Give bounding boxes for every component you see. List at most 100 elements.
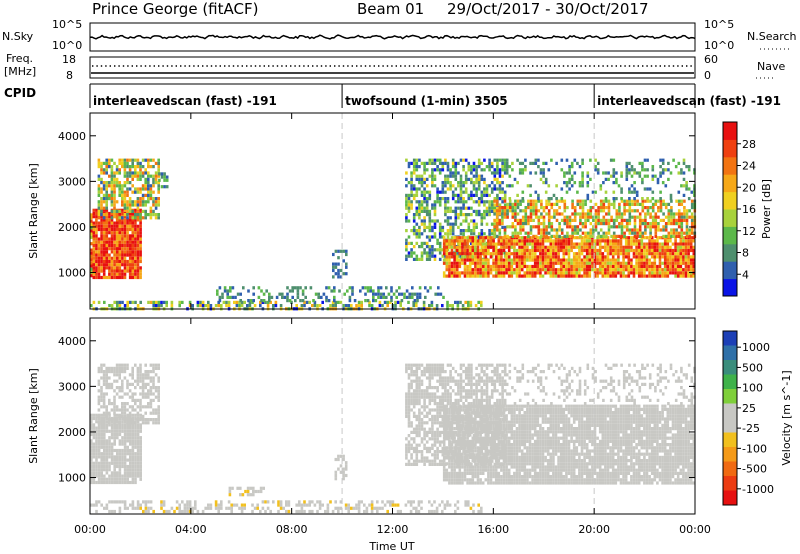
power-cell	[667, 231, 671, 235]
power-cell	[579, 212, 582, 216]
velocity-cell	[100, 503, 103, 507]
power-cell	[498, 187, 502, 191]
power-cell	[559, 239, 563, 243]
power-cell	[653, 255, 657, 259]
velocity-cell	[105, 373, 108, 377]
power-cell	[676, 248, 680, 253]
velocity-cell	[90, 426, 93, 430]
power-cell	[622, 248, 625, 253]
velocity-cell	[121, 389, 124, 393]
power-cell	[154, 171, 158, 175]
power-cell	[650, 239, 654, 243]
power-cell	[131, 165, 134, 169]
power-cell	[128, 158, 132, 162]
power-cell	[115, 272, 119, 276]
power-cell	[90, 304, 93, 308]
power-cell	[511, 222, 515, 226]
power-cell	[650, 236, 654, 240]
power-cell	[100, 221, 103, 225]
power-cell	[606, 255, 610, 259]
power-cell	[480, 197, 484, 201]
power-cell	[483, 200, 486, 204]
power-cell	[433, 254, 437, 258]
power-cell	[676, 242, 680, 246]
power-cell	[682, 274, 685, 278]
velocity-cell	[103, 413, 106, 417]
power-cell	[570, 248, 573, 253]
power-cell	[418, 235, 421, 239]
velocity-cell	[113, 500, 116, 504]
power-cell	[596, 255, 599, 259]
power-cell	[334, 249, 338, 253]
power-cell	[149, 213, 153, 217]
power-cell	[118, 161, 121, 165]
power-cell	[604, 274, 607, 278]
power-cell	[113, 266, 116, 270]
power-cell	[690, 199, 694, 203]
power-cell	[547, 212, 551, 216]
power-cell	[97, 216, 101, 220]
velocity-cell	[136, 464, 140, 469]
velocity-cell	[147, 421, 150, 425]
power-cell	[620, 190, 623, 194]
power-cell	[658, 245, 662, 249]
power-cell	[113, 263, 116, 267]
power-cell	[531, 274, 534, 278]
power-cell	[508, 199, 512, 203]
power-cell	[541, 242, 545, 246]
power-cell	[372, 289, 375, 293]
power-cell	[520, 255, 524, 259]
power-cell	[552, 261, 555, 265]
power-cell	[526, 239, 529, 243]
velocity-cell	[378, 506, 382, 510]
power-cell	[128, 275, 132, 280]
velocity-cell	[316, 500, 319, 504]
power-cell	[562, 255, 566, 259]
power-cell	[102, 206, 106, 210]
power-cell	[542, 171, 545, 175]
power-cell	[136, 224, 140, 228]
power-cell	[617, 248, 620, 253]
power-cell	[641, 177, 644, 181]
velocity-cell	[126, 426, 129, 430]
power-cell	[488, 158, 491, 162]
velocity-cell	[136, 452, 140, 456]
power-cell	[325, 286, 328, 290]
power-cell	[518, 245, 521, 249]
power-cell	[405, 184, 408, 188]
velocity-cell	[108, 477, 111, 481]
velocity-cell	[365, 509, 369, 514]
velocity-cell	[256, 503, 259, 507]
power-cell	[468, 271, 472, 275]
velocity-cell	[129, 458, 132, 462]
velocity-cell	[118, 432, 122, 437]
power-cell	[640, 274, 644, 278]
power-cell	[423, 216, 426, 220]
power-cell	[449, 229, 452, 233]
power-cell	[541, 245, 545, 249]
power-cell	[501, 225, 504, 229]
velocity-cell	[141, 421, 145, 425]
power-cell	[578, 271, 581, 275]
power-cell	[433, 257, 437, 261]
power-cell	[622, 261, 625, 265]
power-cell	[113, 209, 116, 213]
power-cell	[646, 197, 649, 201]
power-cell	[141, 209, 145, 213]
velocity-cell	[144, 386, 147, 390]
velocity-cell	[103, 423, 106, 427]
power-cell	[528, 264, 532, 269]
power-cell	[100, 177, 103, 181]
power-cell	[495, 228, 499, 232]
velocity-cell	[251, 509, 254, 514]
velocity-cell	[417, 503, 421, 507]
power-cell	[667, 212, 671, 216]
power-cell	[463, 261, 467, 265]
velocity-cell	[410, 424, 413, 428]
power-cell	[637, 271, 641, 275]
power-cell	[657, 228, 660, 232]
power-cell	[467, 225, 471, 229]
power-cell	[134, 243, 137, 248]
power-cell	[476, 248, 480, 253]
power-cell	[121, 218, 124, 222]
